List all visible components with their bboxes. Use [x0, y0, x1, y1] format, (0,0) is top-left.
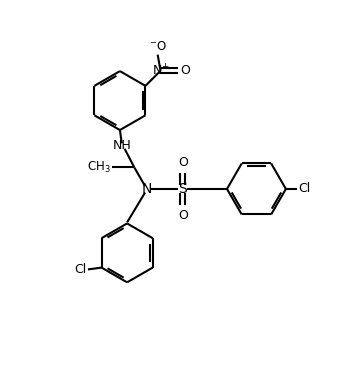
Text: $^{-}$O: $^{-}$O: [149, 40, 167, 53]
Text: Cl: Cl: [298, 182, 311, 195]
Text: N$^{+}$: N$^{+}$: [152, 63, 169, 78]
Text: N: N: [142, 182, 152, 196]
Text: Cl: Cl: [74, 263, 87, 276]
Text: CH$_3$: CH$_3$: [87, 160, 110, 175]
Text: O: O: [178, 209, 188, 222]
Text: S: S: [178, 182, 187, 196]
Text: O: O: [180, 64, 190, 77]
Text: O: O: [178, 156, 188, 169]
Text: NH: NH: [112, 139, 131, 152]
